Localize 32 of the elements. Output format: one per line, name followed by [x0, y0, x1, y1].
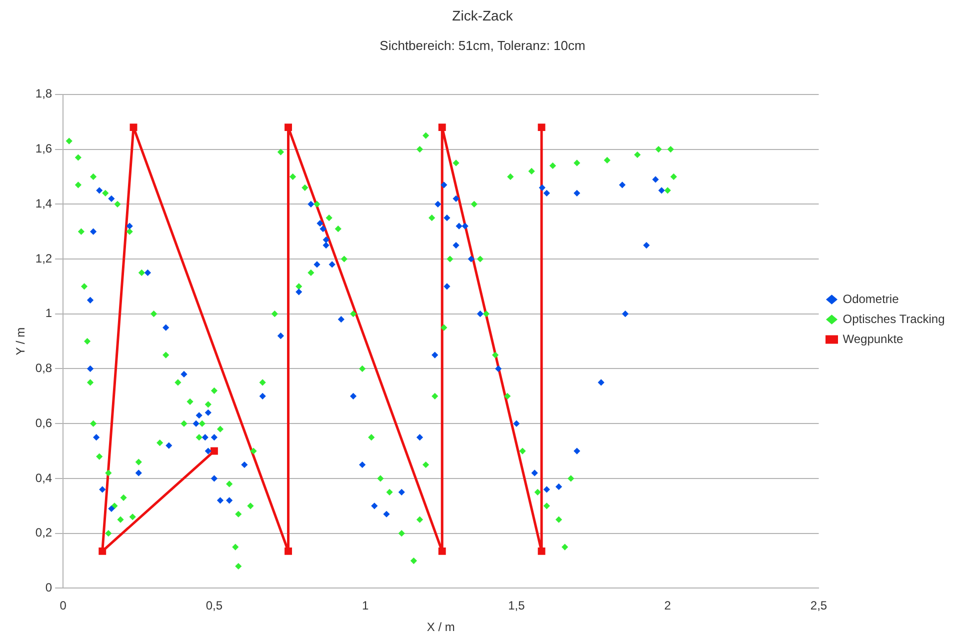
- point: [284, 124, 292, 132]
- chart-title: Zick-Zack: [452, 7, 514, 24]
- y-tick-label: 1,6: [35, 142, 52, 156]
- point: [210, 447, 218, 455]
- y-axis-title: Y / m: [14, 327, 28, 356]
- point: [438, 124, 446, 132]
- x-axis-title: X / m: [426, 620, 455, 634]
- point: [98, 547, 106, 555]
- y-tick-label: 0,6: [35, 416, 52, 430]
- point: [284, 547, 292, 555]
- y-tick-label: 1,2: [35, 251, 52, 266]
- x-tick-label: 0,5: [206, 598, 223, 613]
- point: [538, 547, 546, 555]
- legend-label: Wegpunkte: [842, 332, 904, 346]
- y-tick-label: 0,2: [35, 526, 52, 540]
- x-tick-label: 1,5: [508, 598, 526, 613]
- point: [438, 547, 446, 555]
- point: [538, 124, 546, 132]
- chart-subtitle: Sichtbereich: 51cm, Toleranz: 10cm: [380, 38, 586, 54]
- y-tick-label: 1,8: [35, 86, 52, 101]
- y-tick-label: 1,4: [35, 196, 52, 210]
- legend-label: Optisches Tracking: [842, 312, 945, 326]
- x-tick-label: 1: [362, 598, 369, 613]
- x-tick-label: 0: [60, 598, 67, 613]
- y-tick-label: 0: [45, 580, 52, 595]
- x-tick-label: 2: [664, 598, 672, 613]
- x-tick-label: 2,5: [810, 598, 828, 613]
- point: [130, 124, 138, 132]
- y-tick-label: 0,4: [35, 470, 52, 485]
- y-tick-label: 1: [45, 306, 52, 320]
- legend-label: Odometrie: [842, 292, 900, 306]
- y-tick-label: 0,8: [35, 361, 52, 376]
